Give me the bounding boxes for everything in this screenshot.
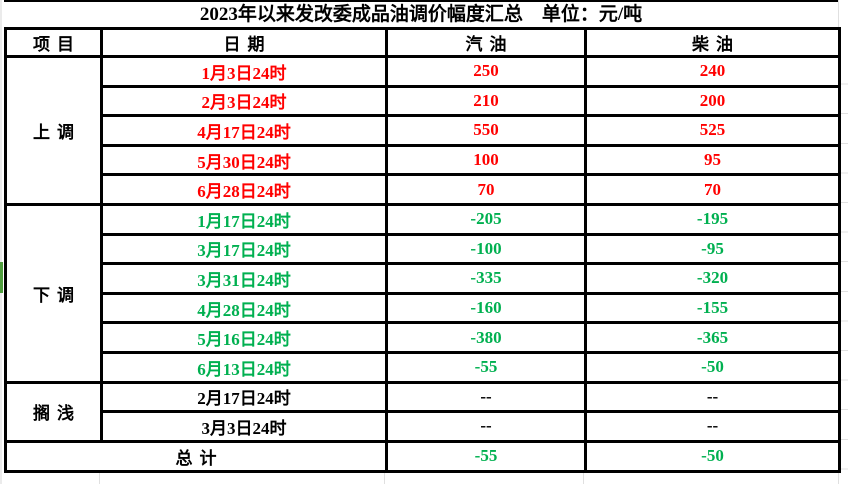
total-gasoline-cell[interactable]: -55	[385, 439, 587, 473]
table-row: 2月3日24时 210 200	[6, 84, 841, 118]
table-row: 4月17日24时 550 525	[6, 114, 841, 147]
gasoline-cell[interactable]: --	[385, 380, 587, 414]
date-cell[interactable]: 2月17日24时	[100, 380, 388, 414]
date-cell[interactable]: 1月3日24时	[100, 55, 388, 88]
diesel-cell[interactable]: 240	[584, 55, 841, 88]
left-edge-green-bar	[0, 262, 3, 293]
date-cell[interactable]: 6月28日24时	[100, 173, 388, 206]
total-row: 总计 -55 -50	[4, 439, 841, 473]
diesel-cell[interactable]: -365	[584, 321, 841, 354]
diesel-cell[interactable]: -195	[584, 202, 841, 236]
below-table-gridline	[384, 470, 385, 484]
total-diesel-cell[interactable]: -50	[584, 439, 841, 473]
date-cell[interactable]: 4月17日24时	[100, 114, 388, 147]
table-row: 下调 1月17日24时 -205 -195	[4, 202, 841, 384]
date-cell[interactable]: 1月17日24时	[100, 202, 388, 236]
table-row: 3月31日24时 -335 -320	[6, 262, 841, 295]
table-row: 6月13日24时 -55 -50	[6, 350, 841, 384]
date-cell[interactable]: 5月30日24时	[100, 143, 388, 177]
date-cell[interactable]: 5月16日24时	[100, 321, 388, 354]
sheet-left-edge-strip	[0, 0, 2, 484]
gasoline-cell[interactable]: 100	[385, 143, 587, 177]
section-label-cell-stranded[interactable]: 搁浅	[4, 380, 103, 443]
table-row: 6月28日24时 70 70	[6, 173, 841, 206]
gasoline-cell[interactable]: -55	[385, 350, 587, 384]
below-table-gridline	[583, 470, 584, 484]
gasoline-cell[interactable]: -335	[385, 262, 587, 295]
gasoline-cell[interactable]: -160	[385, 291, 587, 325]
gasoline-cell[interactable]: 210	[385, 84, 587, 118]
total-label-cell[interactable]: 总计	[4, 439, 388, 473]
header-cell-gasoline[interactable]: 汽油	[385, 27, 587, 58]
table-row: 上调 1月3日24时 250 240	[4, 55, 841, 206]
diesel-cell[interactable]: -320	[584, 262, 841, 295]
date-cell[interactable]: 4月28日24时	[100, 291, 388, 325]
right-row-gridlines	[839, 55, 848, 471]
gasoline-cell[interactable]: 250	[385, 55, 587, 88]
diesel-cell[interactable]: 70	[584, 173, 841, 206]
diesel-cell[interactable]: -50	[584, 350, 841, 384]
price-adjustment-table: 项目 日期 汽油 柴油 上调 1月3日24时 250 240 2月3日24时 2…	[4, 27, 841, 473]
table-row: 5月16日24时 -380 -365	[6, 321, 841, 354]
diesel-cell[interactable]: 525	[584, 114, 841, 147]
diesel-cell[interactable]: 95	[584, 143, 841, 177]
date-cell[interactable]: 3月17日24时	[100, 232, 388, 266]
diesel-cell[interactable]: 200	[584, 84, 841, 118]
gasoline-cell[interactable]: -100	[385, 232, 587, 266]
spreadsheet-area: 2023年以来发改委成品油调价幅度汇总 单位：元/吨 项目 日期 汽油 柴油 上…	[4, 0, 841, 473]
table-row: 3月3日24时 -- --	[6, 410, 841, 443]
table-row: 5月30日24时 100 95	[6, 143, 841, 177]
section-label-cell-down[interactable]: 下调	[4, 202, 103, 384]
table-title-cell[interactable]: 2023年以来发改委成品油调价幅度汇总 单位：元/吨	[4, 0, 838, 27]
section-label-cell-up[interactable]: 上调	[4, 55, 103, 206]
diesel-cell[interactable]: --	[584, 410, 841, 443]
date-cell[interactable]: 3月3日24时	[100, 410, 388, 443]
header-cell-item[interactable]: 项目	[4, 27, 103, 58]
gasoline-cell[interactable]: 550	[385, 114, 587, 147]
gasoline-cell[interactable]: 70	[385, 173, 587, 206]
date-cell[interactable]: 2月3日24时	[100, 84, 388, 118]
header-cell-date[interactable]: 日期	[100, 27, 388, 58]
gasoline-cell[interactable]: --	[385, 410, 587, 443]
table-row: 4月28日24时 -160 -155	[6, 291, 841, 325]
gasoline-cell[interactable]: -205	[385, 202, 587, 236]
below-table-gridline	[99, 470, 100, 484]
header-cell-diesel[interactable]: 柴油	[584, 27, 841, 58]
date-cell[interactable]: 3月31日24时	[100, 262, 388, 295]
diesel-cell[interactable]: -155	[584, 291, 841, 325]
table-row: 3月17日24时 -100 -95	[6, 232, 841, 266]
diesel-cell[interactable]: -95	[584, 232, 841, 266]
header-row: 项目 日期 汽油 柴油	[4, 27, 841, 58]
date-cell[interactable]: 6月13日24时	[100, 350, 388, 384]
gasoline-cell[interactable]: -380	[385, 321, 587, 354]
table-row: 搁浅 2月17日24时 -- --	[4, 380, 841, 443]
diesel-cell[interactable]: --	[584, 380, 841, 414]
